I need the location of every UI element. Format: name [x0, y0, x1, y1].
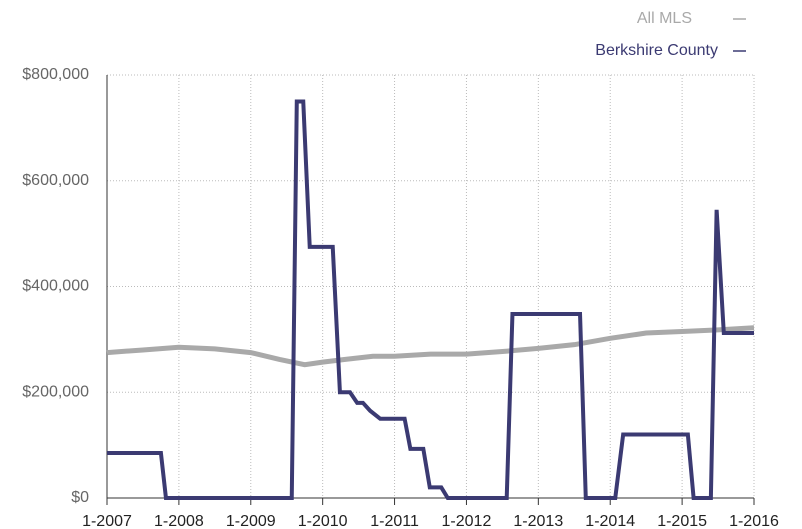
x-tick-label: 1-2012 [442, 513, 492, 529]
x-tick-label: 1-2007 [82, 513, 132, 529]
y-tick-label: $400,000 [22, 278, 89, 295]
x-tick-label: 1-2015 [657, 513, 707, 529]
x-tick-label: 1-2014 [585, 513, 635, 529]
x-tick-label: 1-2009 [226, 513, 276, 529]
legend-label: Berkshire County [595, 42, 718, 59]
y-tick-label: $800,000 [22, 66, 89, 83]
x-tick-label: 1-2016 [729, 513, 779, 529]
legend-label: All MLS [637, 10, 692, 27]
y-tick-label: $200,000 [22, 383, 89, 400]
series-line [107, 99, 754, 500]
y-tick-label: $0 [71, 489, 89, 506]
y-tick-label: $600,000 [22, 172, 89, 189]
x-tick-label: 1-2010 [298, 513, 348, 529]
x-tick-label: 1-2008 [154, 513, 204, 529]
x-tick-label: 1-2013 [513, 513, 563, 529]
series-line [106, 325, 755, 368]
x-tick-label: 1-2011 [370, 513, 419, 529]
